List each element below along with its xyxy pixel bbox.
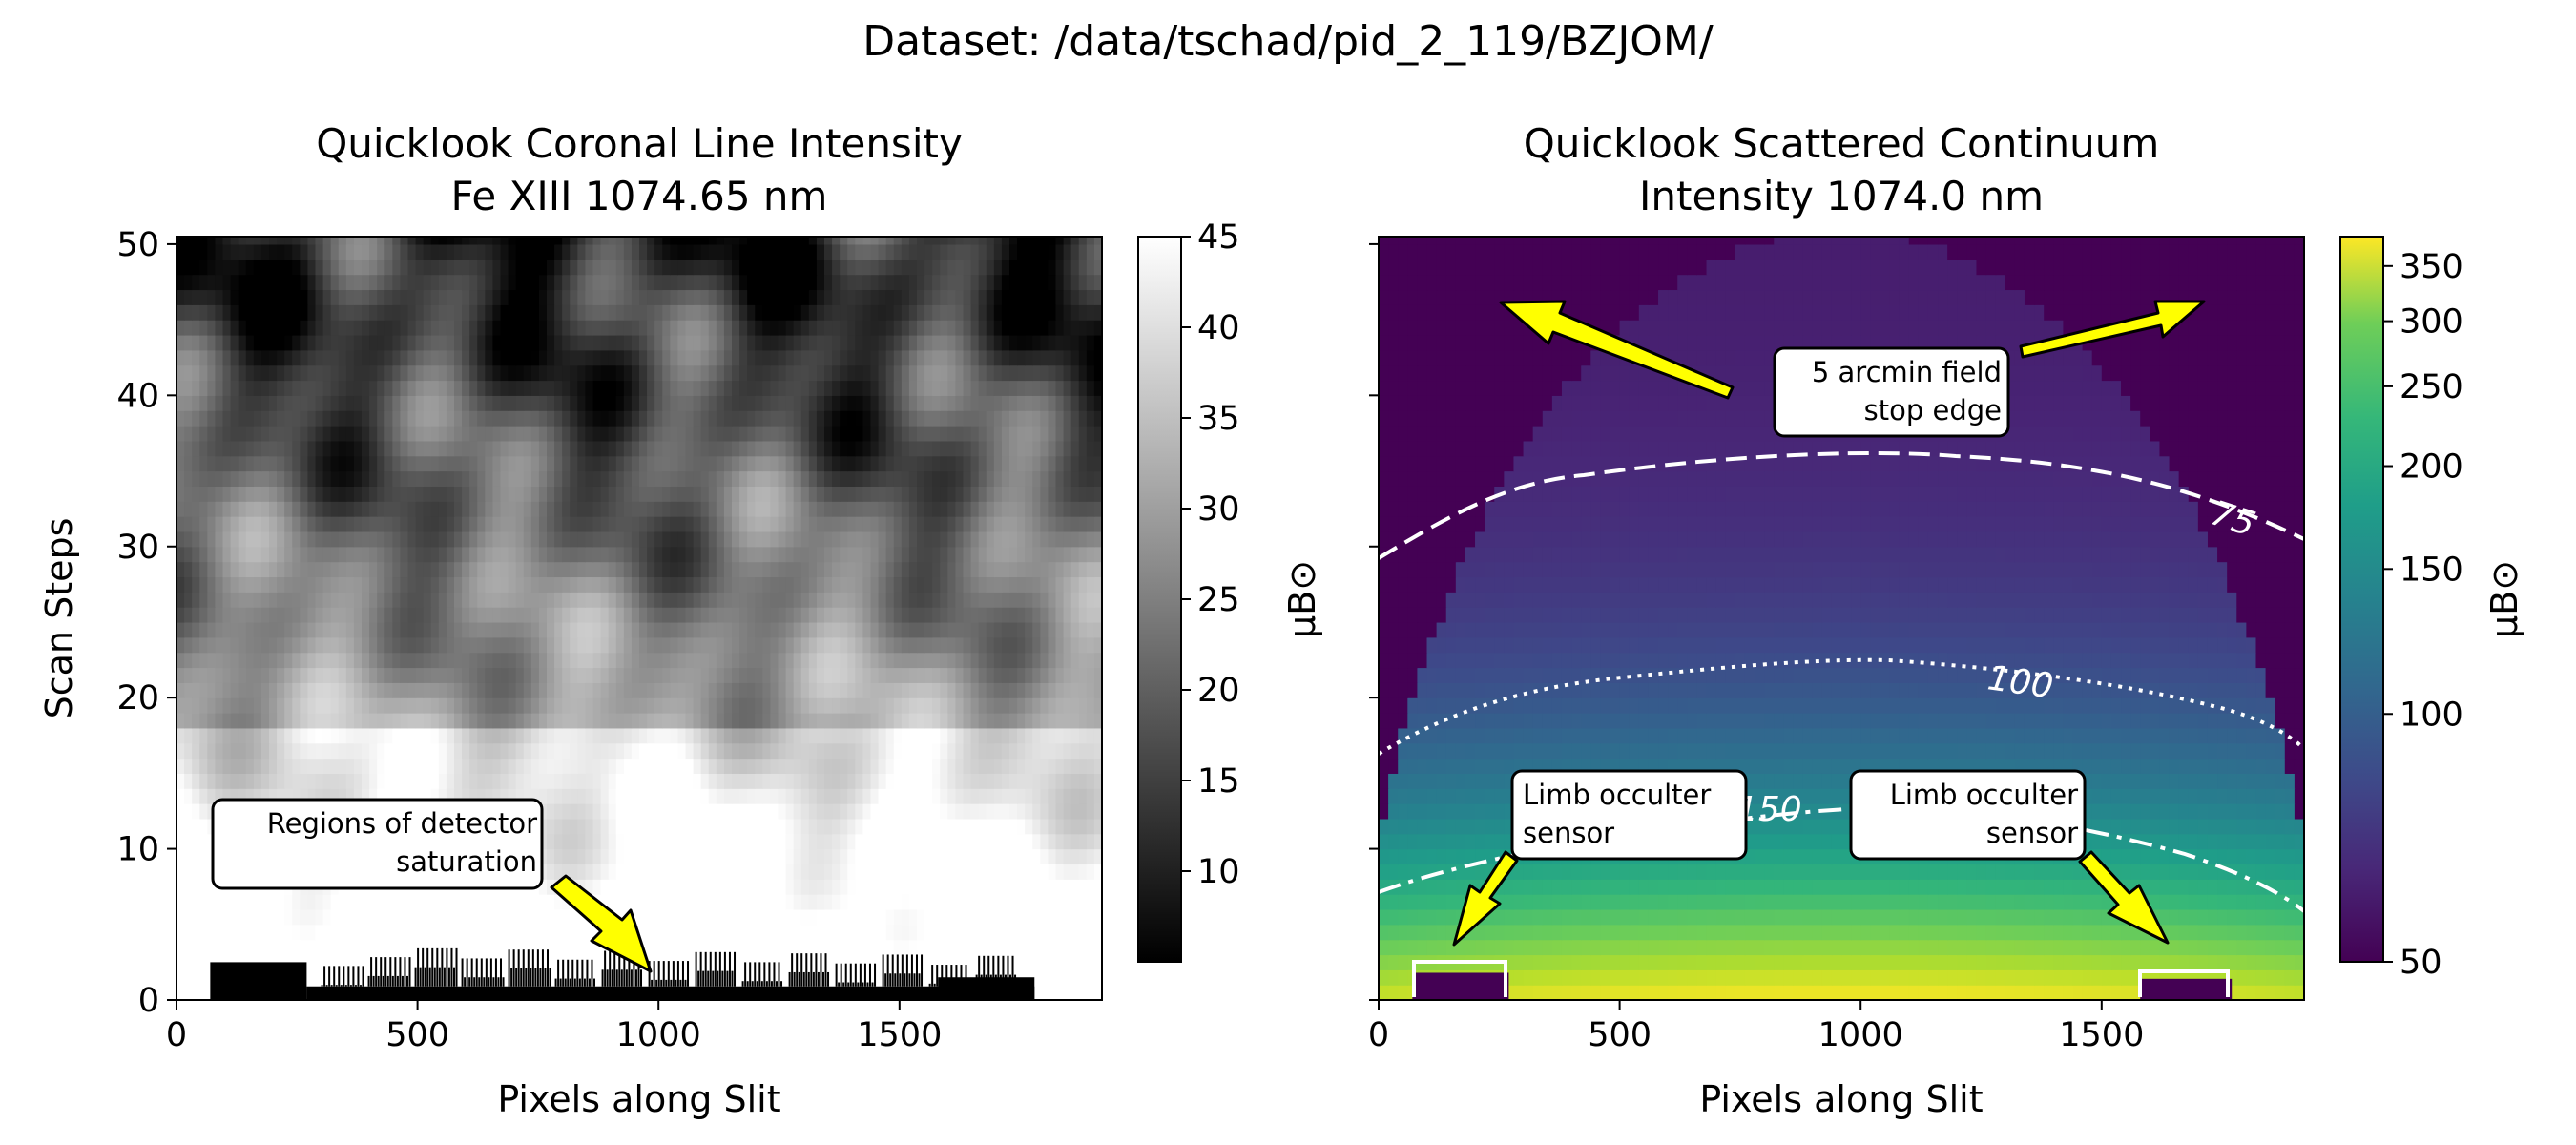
saturation-annotation: Regions of detector saturation	[211, 798, 653, 973]
right-x-axis-label: Pixels along Slit	[1699, 1078, 1983, 1120]
right-colorbar-tick-label: 200	[2399, 448, 2463, 487]
right-colorbar-tick-label: 150	[2399, 551, 2463, 589]
occulter-annotation-box-left	[1510, 769, 1748, 861]
left-y-tick-label: 50	[116, 226, 159, 264]
right-colorbar-gradient	[2339, 236, 2384, 963]
field-stop-annotation-line2: stop edge	[1864, 394, 2002, 427]
occulter-arrow-left	[1452, 850, 1519, 947]
occulter-contour-right	[2138, 969, 2230, 997]
occulter-annotation-right-line2: sensor	[1986, 817, 2078, 849]
right-colorbar-tick-label: 250	[2399, 368, 2463, 406]
right-colorbar-tick-label: 50	[2399, 944, 2442, 982]
right-colorbar-tick-label: 100	[2399, 696, 2463, 734]
left-colorbar: 10 15 20 25 30 35 40 45 μB⊙	[1137, 219, 1323, 963]
right-colorbar-ticks: 50 100 150 200 250 300 350	[2383, 248, 2463, 982]
left-y-tick-label: 20	[116, 679, 159, 718]
left-title-line1: Quicklook Coronal Line Intensity	[316, 120, 963, 167]
left-colorbar-tick-label: 35	[1197, 400, 1240, 438]
left-x-axis-label: Pixels along Slit	[497, 1078, 780, 1120]
occulter-contour-left	[1412, 960, 1507, 997]
saturation-annotation-box	[211, 798, 544, 890]
occulter-annotation-right-line1: Limb occulter	[1890, 779, 2078, 811]
occulter-annotation-left-line2: sensor	[1523, 817, 1614, 849]
left-colorbar-tick-label: 20	[1197, 672, 1240, 710]
left-y-ticks: 0 10 20 30 40 50	[116, 226, 177, 1020]
left-title-line2: Fe XIII 1074.65 nm	[451, 173, 828, 219]
field-stop-arrow-right	[2019, 300, 2206, 359]
right-x-ticks: 0 500 1000 1500	[1368, 1000, 2144, 1054]
contour-75	[1379, 450, 2304, 560]
left-y-tick-label: 0	[138, 982, 159, 1020]
left-colorbar-gradient	[1137, 236, 1182, 963]
left-y-tick-label: 30	[116, 529, 159, 567]
left-x-tick-label: 500	[385, 1016, 449, 1054]
figure-suptitle: Dataset: /data/tschad/pid_2_119/BZJOM/	[862, 17, 1714, 66]
saturation-annotation-line2: saturation	[396, 845, 537, 878]
occulter-annotation-right: Limb occulter sensor	[1849, 769, 2170, 945]
right-x-tick-label: 500	[1588, 1016, 1652, 1054]
contour-100	[1379, 657, 2304, 756]
left-axes-frame	[176, 236, 1103, 1001]
left-colorbar-tick-label: 40	[1197, 309, 1240, 347]
right-y-ticks	[1369, 242, 1379, 1001]
left-colorbar-tick-label: 30	[1197, 490, 1240, 529]
left-x-tick-label: 1000	[616, 1016, 701, 1054]
left-y-tick-label: 40	[116, 377, 159, 415]
left-x-ticks: 0 500 1000 1500	[166, 1000, 942, 1054]
right-heatmap-image	[1379, 237, 2304, 1000]
right-x-tick-label: 0	[1368, 1016, 1389, 1054]
left-y-tick-label: 10	[116, 831, 159, 869]
occulter-annotation-left: Limb occulter sensor	[1452, 769, 1748, 947]
saturation-annotation-line1: Regions of detector	[267, 807, 537, 840]
left-x-tick-label: 1500	[857, 1016, 942, 1054]
right-title-line1: Quicklook Scattered Continuum	[1524, 120, 2160, 167]
left-panel: Quicklook Coronal Line Intensity Fe XIII…	[38, 120, 1103, 1120]
occulter-annotation-box-right	[1849, 769, 2087, 861]
left-x-tick-label: 0	[166, 1016, 187, 1054]
left-colorbar-label: μB⊙	[1281, 560, 1323, 638]
right-x-tick-label: 1000	[1818, 1016, 1903, 1054]
left-colorbar-ticks: 10 15 20 25 30 35 40 45	[1181, 219, 1240, 891]
right-title-line2: Intensity 1074.0 nm	[1639, 173, 2044, 219]
field-stop-annotation-line1: 5 arcmin field	[1812, 356, 2002, 388]
right-x-tick-label: 1500	[2059, 1016, 2144, 1054]
right-colorbar-tick-label: 350	[2399, 248, 2463, 286]
field-stop-annotation-box	[1773, 346, 2010, 438]
occulter-arrow-right	[2078, 850, 2170, 945]
left-colorbar-tick-label: 10	[1197, 853, 1240, 891]
left-colorbar-tick-label: 15	[1197, 762, 1240, 801]
right-panel: Quicklook Scattered Continuum Intensity …	[1368, 120, 2305, 1120]
left-y-axis-label: Scan Steps	[38, 518, 80, 719]
field-stop-arrow-left	[1499, 300, 1735, 400]
saturation-arrow	[550, 874, 653, 973]
contour-label-100: 100	[1985, 658, 2056, 706]
field-stop-annotation: 5 arcmin field stop edge	[1499, 300, 2206, 438]
right-colorbar-tick-label: 300	[2399, 303, 2463, 342]
right-colorbar-label: μB⊙	[2483, 560, 2525, 638]
right-colorbar: 50 100 150 200 250 300 350 μB⊙	[2339, 236, 2525, 982]
left-colorbar-tick-label: 25	[1197, 581, 1240, 619]
left-colorbar-tick-label: 45	[1197, 219, 1240, 257]
right-axes-frame	[1378, 236, 2305, 1001]
occulter-annotation-left-line1: Limb occulter	[1523, 779, 1711, 811]
